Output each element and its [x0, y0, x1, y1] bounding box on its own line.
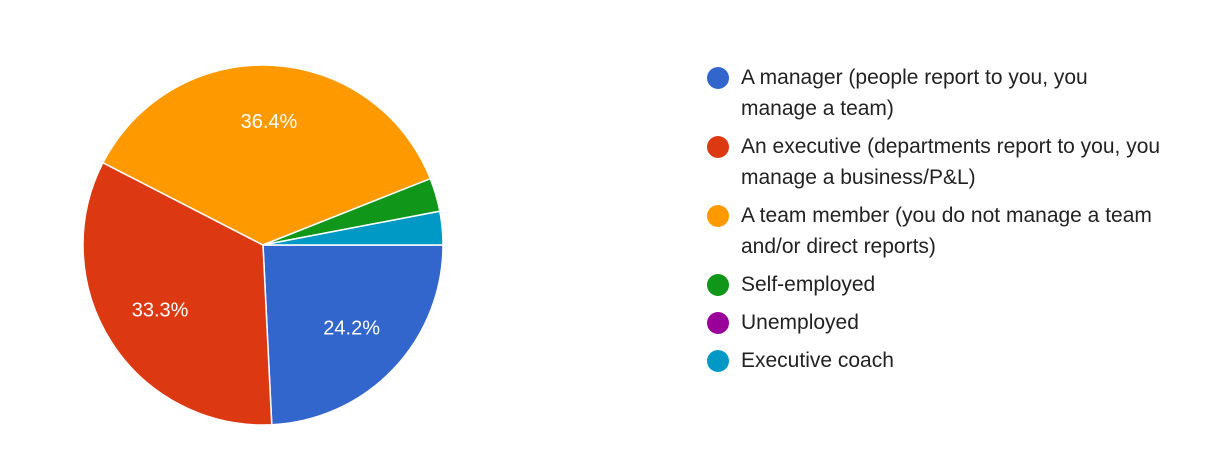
pie-slice — [82, 161, 273, 426]
legend-label: Unemployed — [741, 311, 859, 334]
legend-item: An executive (departments report to you,… — [707, 131, 1161, 193]
pie: 24.2% 33.3% 36.4% — [82, 64, 444, 426]
legend-swatch — [707, 274, 729, 296]
pie-slice — [262, 244, 444, 426]
pie-slice — [262, 210, 444, 246]
slice-label: 33.3% — [132, 300, 189, 322]
legend-swatch — [707, 67, 729, 89]
slice-label: 36.4% — [241, 111, 298, 133]
legend: A manager (people report to you, you man… — [707, 62, 1167, 383]
legend-label: Self-employed — [741, 273, 876, 296]
legend-item: A manager (people report to you, you man… — [707, 62, 1161, 124]
legend-item: Executive coach — [707, 345, 1161, 376]
legend-item: A team member (you do not manage a team … — [707, 200, 1161, 262]
legend-label: A manager (people report to you, you man… — [741, 66, 1088, 120]
pie-slice — [101, 64, 432, 246]
legend-swatch — [707, 205, 729, 227]
legend-label: A team member (you do not manage a team … — [741, 204, 1152, 258]
legend-swatch — [707, 350, 729, 372]
slice-label: 24.2% — [323, 318, 380, 340]
legend-item: Self-employed — [707, 269, 1161, 300]
legend-swatch — [707, 312, 729, 334]
legend-label: An executive (departments report to you,… — [741, 135, 1161, 189]
legend-item: Unemployed — [707, 307, 1161, 338]
legend-label: Executive coach — [741, 349, 894, 372]
legend-swatch — [707, 136, 729, 158]
